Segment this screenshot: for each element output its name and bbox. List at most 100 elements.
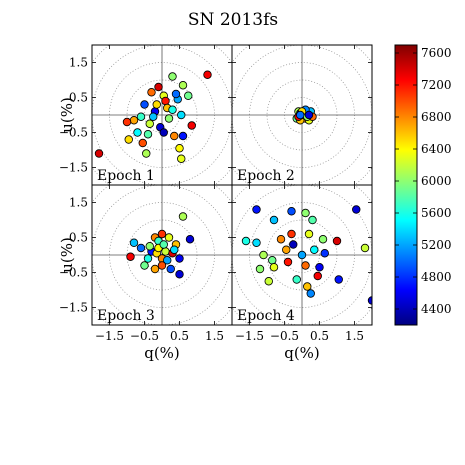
data-point — [269, 263, 279, 272]
data-point — [178, 212, 188, 221]
data-point — [166, 264, 175, 274]
data-point — [136, 112, 146, 121]
colorbar-tick-label: 4800 — [421, 270, 452, 284]
data-point — [161, 247, 170, 256]
data-point — [185, 235, 195, 244]
data-point — [252, 238, 261, 247]
y-tick-label: 1.5 — [69, 196, 88, 210]
data-point — [170, 131, 179, 141]
data-point — [157, 229, 167, 239]
data-point — [152, 100, 161, 109]
x-tick-label: 1.5 — [345, 329, 364, 343]
data-point — [283, 257, 293, 267]
x-tick-label: 1.5 — [205, 329, 224, 343]
data-point — [289, 240, 298, 249]
y-tick-label: 0.5 — [69, 231, 88, 245]
data-point — [136, 243, 146, 253]
colorbar-gradient — [394, 44, 418, 326]
data-point — [352, 205, 361, 214]
data-point — [301, 261, 310, 270]
colorbar-tick-label: 4400 — [421, 302, 452, 316]
data-point — [143, 254, 153, 263]
data-point — [145, 119, 154, 128]
y-tick-label: −1.5 — [59, 161, 88, 175]
data-point — [159, 240, 168, 249]
x-tick-label: −0.5 — [270, 329, 299, 343]
panel-plot-area — [232, 185, 372, 325]
y-tick-label: 0.5 — [69, 91, 88, 105]
panel-frame — [231, 184, 373, 326]
data-point — [320, 249, 329, 258]
epoch-label: Epoch 2 — [237, 168, 295, 184]
data-point — [129, 238, 139, 247]
figure-title: SN 2013fs — [188, 10, 278, 30]
data-point — [171, 89, 181, 99]
data-point — [301, 208, 310, 218]
panel-plot-area — [92, 185, 232, 325]
data-point — [140, 100, 149, 109]
data-point — [168, 105, 177, 114]
x-tick-label: −0.5 — [130, 329, 159, 343]
data-point — [303, 282, 312, 291]
data-point — [334, 275, 343, 284]
data-point — [94, 149, 104, 158]
data-point — [170, 245, 179, 254]
data-point — [306, 289, 315, 298]
data-point — [313, 271, 322, 281]
colorbar-tick-label: 6400 — [421, 142, 452, 156]
data-point — [138, 138, 147, 148]
data-point — [164, 114, 174, 123]
data-point — [143, 130, 153, 139]
data-point — [129, 116, 139, 125]
data-point — [163, 256, 172, 265]
data-point — [308, 215, 317, 225]
x-tick-label: −1.5 — [235, 329, 264, 343]
data-point — [187, 121, 196, 130]
panel-3: Epoch 3 −1.5 −0.5 0.5 1.5 q(%) −1.5 −0.5 0.5 1.5 u… — [58, 184, 233, 362]
data-point — [282, 245, 291, 254]
data-point — [287, 207, 296, 216]
data-point — [177, 154, 186, 163]
data-point — [150, 264, 160, 274]
panel-2: Epoch 2 — [231, 44, 373, 186]
x-tick-label: 0.5 — [170, 329, 189, 343]
epoch-label: Epoch 4 — [237, 308, 295, 324]
y-axis-label: u(%) — [58, 97, 76, 133]
data-point — [255, 264, 265, 274]
y-tick-label: −0.5 — [59, 126, 88, 140]
x-tick-label: −1.5 — [95, 329, 124, 343]
x-axis-label: q(%) — [144, 344, 180, 362]
colorbar-tick-label: 7200 — [421, 78, 452, 92]
data-point — [178, 131, 188, 141]
y-tick-label: −1.5 — [59, 301, 88, 315]
data-point — [140, 261, 149, 270]
data-point — [268, 256, 277, 265]
y-axis-label: u(%) — [58, 237, 76, 273]
data-point — [276, 235, 286, 244]
data-point — [304, 229, 314, 239]
data-point — [264, 277, 273, 286]
panel-plot-area — [92, 45, 232, 185]
data-point — [178, 81, 188, 90]
data-point — [367, 296, 372, 305]
data-point — [124, 135, 133, 144]
data-point — [159, 128, 168, 137]
data-point — [360, 243, 370, 253]
data-point — [147, 88, 156, 97]
data-point — [252, 205, 261, 214]
colorbar-tick-label: 7600 — [421, 46, 452, 60]
panel-4: Epoch 4 −1.5 −0.5 0.5 1.5 q(%) — [231, 184, 373, 362]
data-point — [142, 149, 151, 158]
data-point — [175, 270, 184, 279]
data-point — [175, 144, 184, 153]
data-point — [297, 250, 307, 260]
x-axis-label: q(%) — [284, 344, 320, 362]
colorbar-tick-label: 6000 — [421, 174, 452, 188]
data-point — [259, 250, 268, 260]
y-tick-label: −0.5 — [59, 266, 88, 280]
panel-plot-area — [232, 45, 372, 185]
colorbar-tick-label: 6800 — [421, 110, 452, 124]
data-point — [145, 242, 154, 251]
